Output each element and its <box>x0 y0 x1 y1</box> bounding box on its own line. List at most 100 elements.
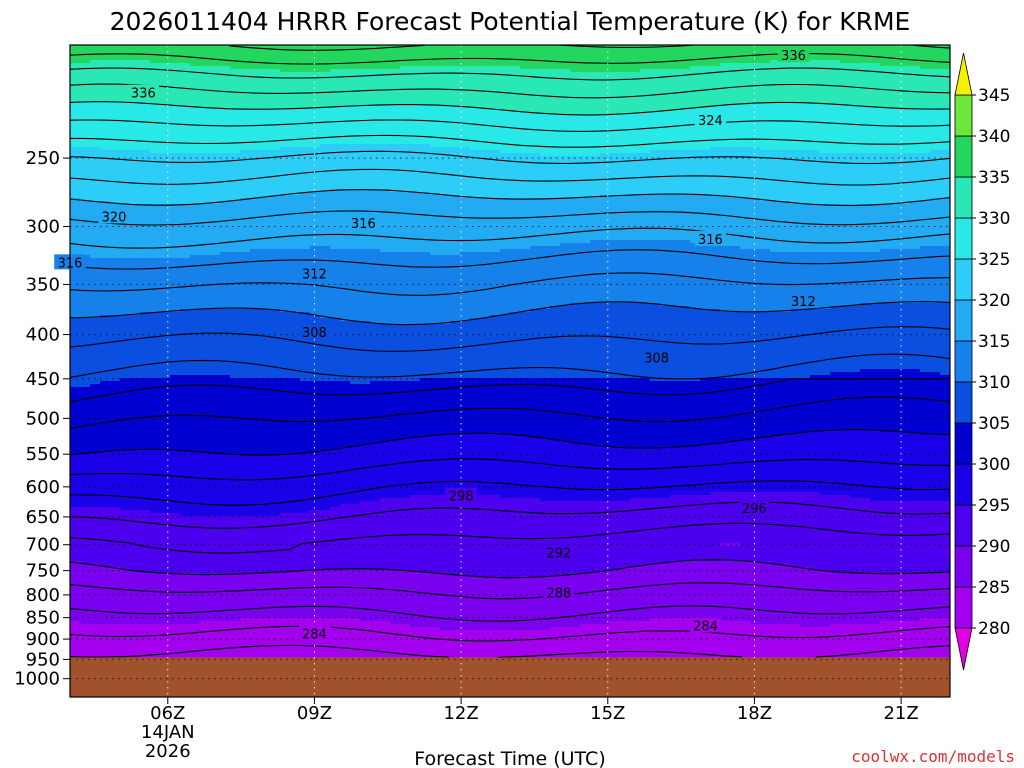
field-cell <box>750 438 950 442</box>
field-cell <box>940 372 950 376</box>
field-cell <box>70 585 950 589</box>
y-tick-label: 350 <box>26 274 60 295</box>
field-cell <box>190 255 950 259</box>
colorbar-segment <box>954 258 973 301</box>
field-cell <box>70 465 950 469</box>
field-cell <box>460 195 601 199</box>
field-cell <box>500 150 651 154</box>
field-cell <box>320 315 491 319</box>
field-cell <box>70 138 950 142</box>
field-cell <box>70 627 441 631</box>
field-cell <box>70 120 950 124</box>
field-cell <box>70 99 950 103</box>
colorbar-label: 345 <box>978 86 1010 106</box>
colorbar-label: 320 <box>978 291 1010 311</box>
field-cell <box>70 453 241 457</box>
field-cell <box>70 54 950 58</box>
field-cell <box>280 309 531 313</box>
field-cell <box>70 84 950 88</box>
field-cell <box>730 195 950 199</box>
field-cell <box>100 147 281 151</box>
field-cell <box>70 309 181 313</box>
field-cell <box>330 189 391 193</box>
colorbar-label: 280 <box>978 619 1010 639</box>
field-cell <box>70 534 950 538</box>
field-cell <box>520 66 691 70</box>
field-cell <box>70 393 950 397</box>
field-cell <box>70 501 361 505</box>
field-cell <box>70 516 950 520</box>
field-cell <box>330 69 571 73</box>
field-cell <box>860 303 950 307</box>
contour-label-bg <box>738 500 771 516</box>
field-cell <box>720 441 950 445</box>
colorbar-segment <box>954 586 973 629</box>
x-tick-label: 12Z <box>443 703 478 724</box>
field-cell <box>670 561 761 565</box>
colorbar-segment <box>954 217 973 260</box>
x-tick-label: 18Z <box>737 703 772 724</box>
field-cell <box>340 105 461 109</box>
field-cell <box>140 312 311 316</box>
field-cell <box>790 564 950 568</box>
field-cell <box>70 51 950 55</box>
field-cell <box>70 168 950 172</box>
field-cell <box>510 312 950 316</box>
field-cell <box>70 129 950 133</box>
field-cell <box>920 246 950 250</box>
field-cell <box>70 555 950 559</box>
field-cell <box>70 426 950 430</box>
contour-line <box>70 210 950 226</box>
contour-line <box>70 301 950 326</box>
field-cell <box>420 570 601 574</box>
field-cell <box>70 360 950 364</box>
field-cell <box>70 369 861 373</box>
contour-line <box>228 45 950 51</box>
field-cell <box>640 564 791 568</box>
field-cell <box>330 246 531 250</box>
field-cell <box>700 444 950 448</box>
field-cell <box>630 498 871 502</box>
colorbar: 280 285 290 295 300 305 310 315 320 325 330 335 340 3… <box>954 52 1010 671</box>
field-cell <box>140 570 291 574</box>
field-cell <box>710 492 821 496</box>
field-cell <box>70 579 950 583</box>
field-cell <box>70 75 950 79</box>
field-cell <box>370 321 451 325</box>
contour-line <box>70 480 950 506</box>
contour-line <box>70 522 950 554</box>
contour-line <box>70 326 950 352</box>
field-cell <box>120 507 331 511</box>
field-cell <box>520 576 950 580</box>
field-cell <box>70 354 950 358</box>
field-cell <box>650 618 711 622</box>
field-cell <box>70 531 950 535</box>
field-cell <box>640 69 950 73</box>
contour-label-bg <box>298 625 331 641</box>
field-cell <box>430 144 950 148</box>
field-cell <box>490 315 950 319</box>
field-cell <box>280 453 950 457</box>
field-cell <box>380 441 571 445</box>
y-tick-label: 650 <box>26 507 60 528</box>
field-cell <box>320 144 431 148</box>
field-cell <box>70 48 950 52</box>
contour-line <box>70 83 950 99</box>
field-cell <box>70 645 950 649</box>
field-cell <box>70 297 950 301</box>
contour-line <box>70 150 950 165</box>
field-cell <box>720 63 881 67</box>
field-cell <box>80 621 201 625</box>
field-cell <box>910 201 950 205</box>
field-cell <box>300 378 421 382</box>
field-cell <box>70 507 121 511</box>
field-cell <box>410 624 581 628</box>
field-cell <box>720 243 950 247</box>
field-cell <box>70 504 341 508</box>
y-tick-label: 950 <box>26 649 60 670</box>
field-cell <box>70 261 950 265</box>
contour-line <box>70 396 950 429</box>
field-cell <box>830 570 950 574</box>
colorbar-segment <box>954 94 973 137</box>
